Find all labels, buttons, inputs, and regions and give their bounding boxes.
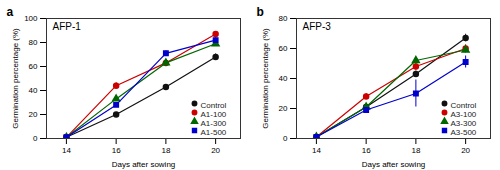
svg-text:Days after sowing: Days after sowing [362,160,426,169]
svg-text:16: 16 [112,146,121,155]
svg-text:a: a [7,5,14,19]
svg-text:80: 80 [279,14,288,23]
svg-text:20: 20 [461,146,470,155]
svg-text:A3-500: A3-500 [451,128,477,137]
svg-text:40: 40 [29,86,38,95]
svg-text:AFP-3: AFP-3 [303,21,332,32]
svg-text:20: 20 [211,146,220,155]
svg-text:0: 0 [283,134,288,143]
svg-text:Germination percentage (%): Germination percentage (%) [11,28,20,129]
svg-text:A1-300: A1-300 [201,119,227,128]
svg-text:80: 80 [29,38,38,47]
svg-text:14: 14 [312,146,321,155]
svg-text:b: b [257,5,264,19]
svg-text:A3-100: A3-100 [451,110,477,119]
svg-text:A3-300: A3-300 [451,119,477,128]
svg-text:Control: Control [451,101,477,110]
svg-text:100: 100 [24,14,38,23]
svg-text:Germination percentage (%): Germination percentage (%) [261,28,270,129]
svg-text:20: 20 [279,104,288,113]
svg-text:Control: Control [201,101,227,110]
svg-text:20: 20 [29,110,38,119]
svg-text:16: 16 [362,146,371,155]
svg-text:AFP-1: AFP-1 [53,21,82,32]
svg-text:A1-100: A1-100 [201,110,227,119]
svg-text:Days after sowing: Days after sowing [112,160,176,169]
svg-text:14: 14 [62,146,71,155]
svg-text:40: 40 [279,74,288,83]
svg-text:60: 60 [29,62,38,71]
svg-text:A1-500: A1-500 [201,128,227,137]
svg-text:60: 60 [279,44,288,53]
svg-text:0: 0 [33,134,38,143]
svg-text:18: 18 [161,146,170,155]
svg-text:18: 18 [411,146,420,155]
